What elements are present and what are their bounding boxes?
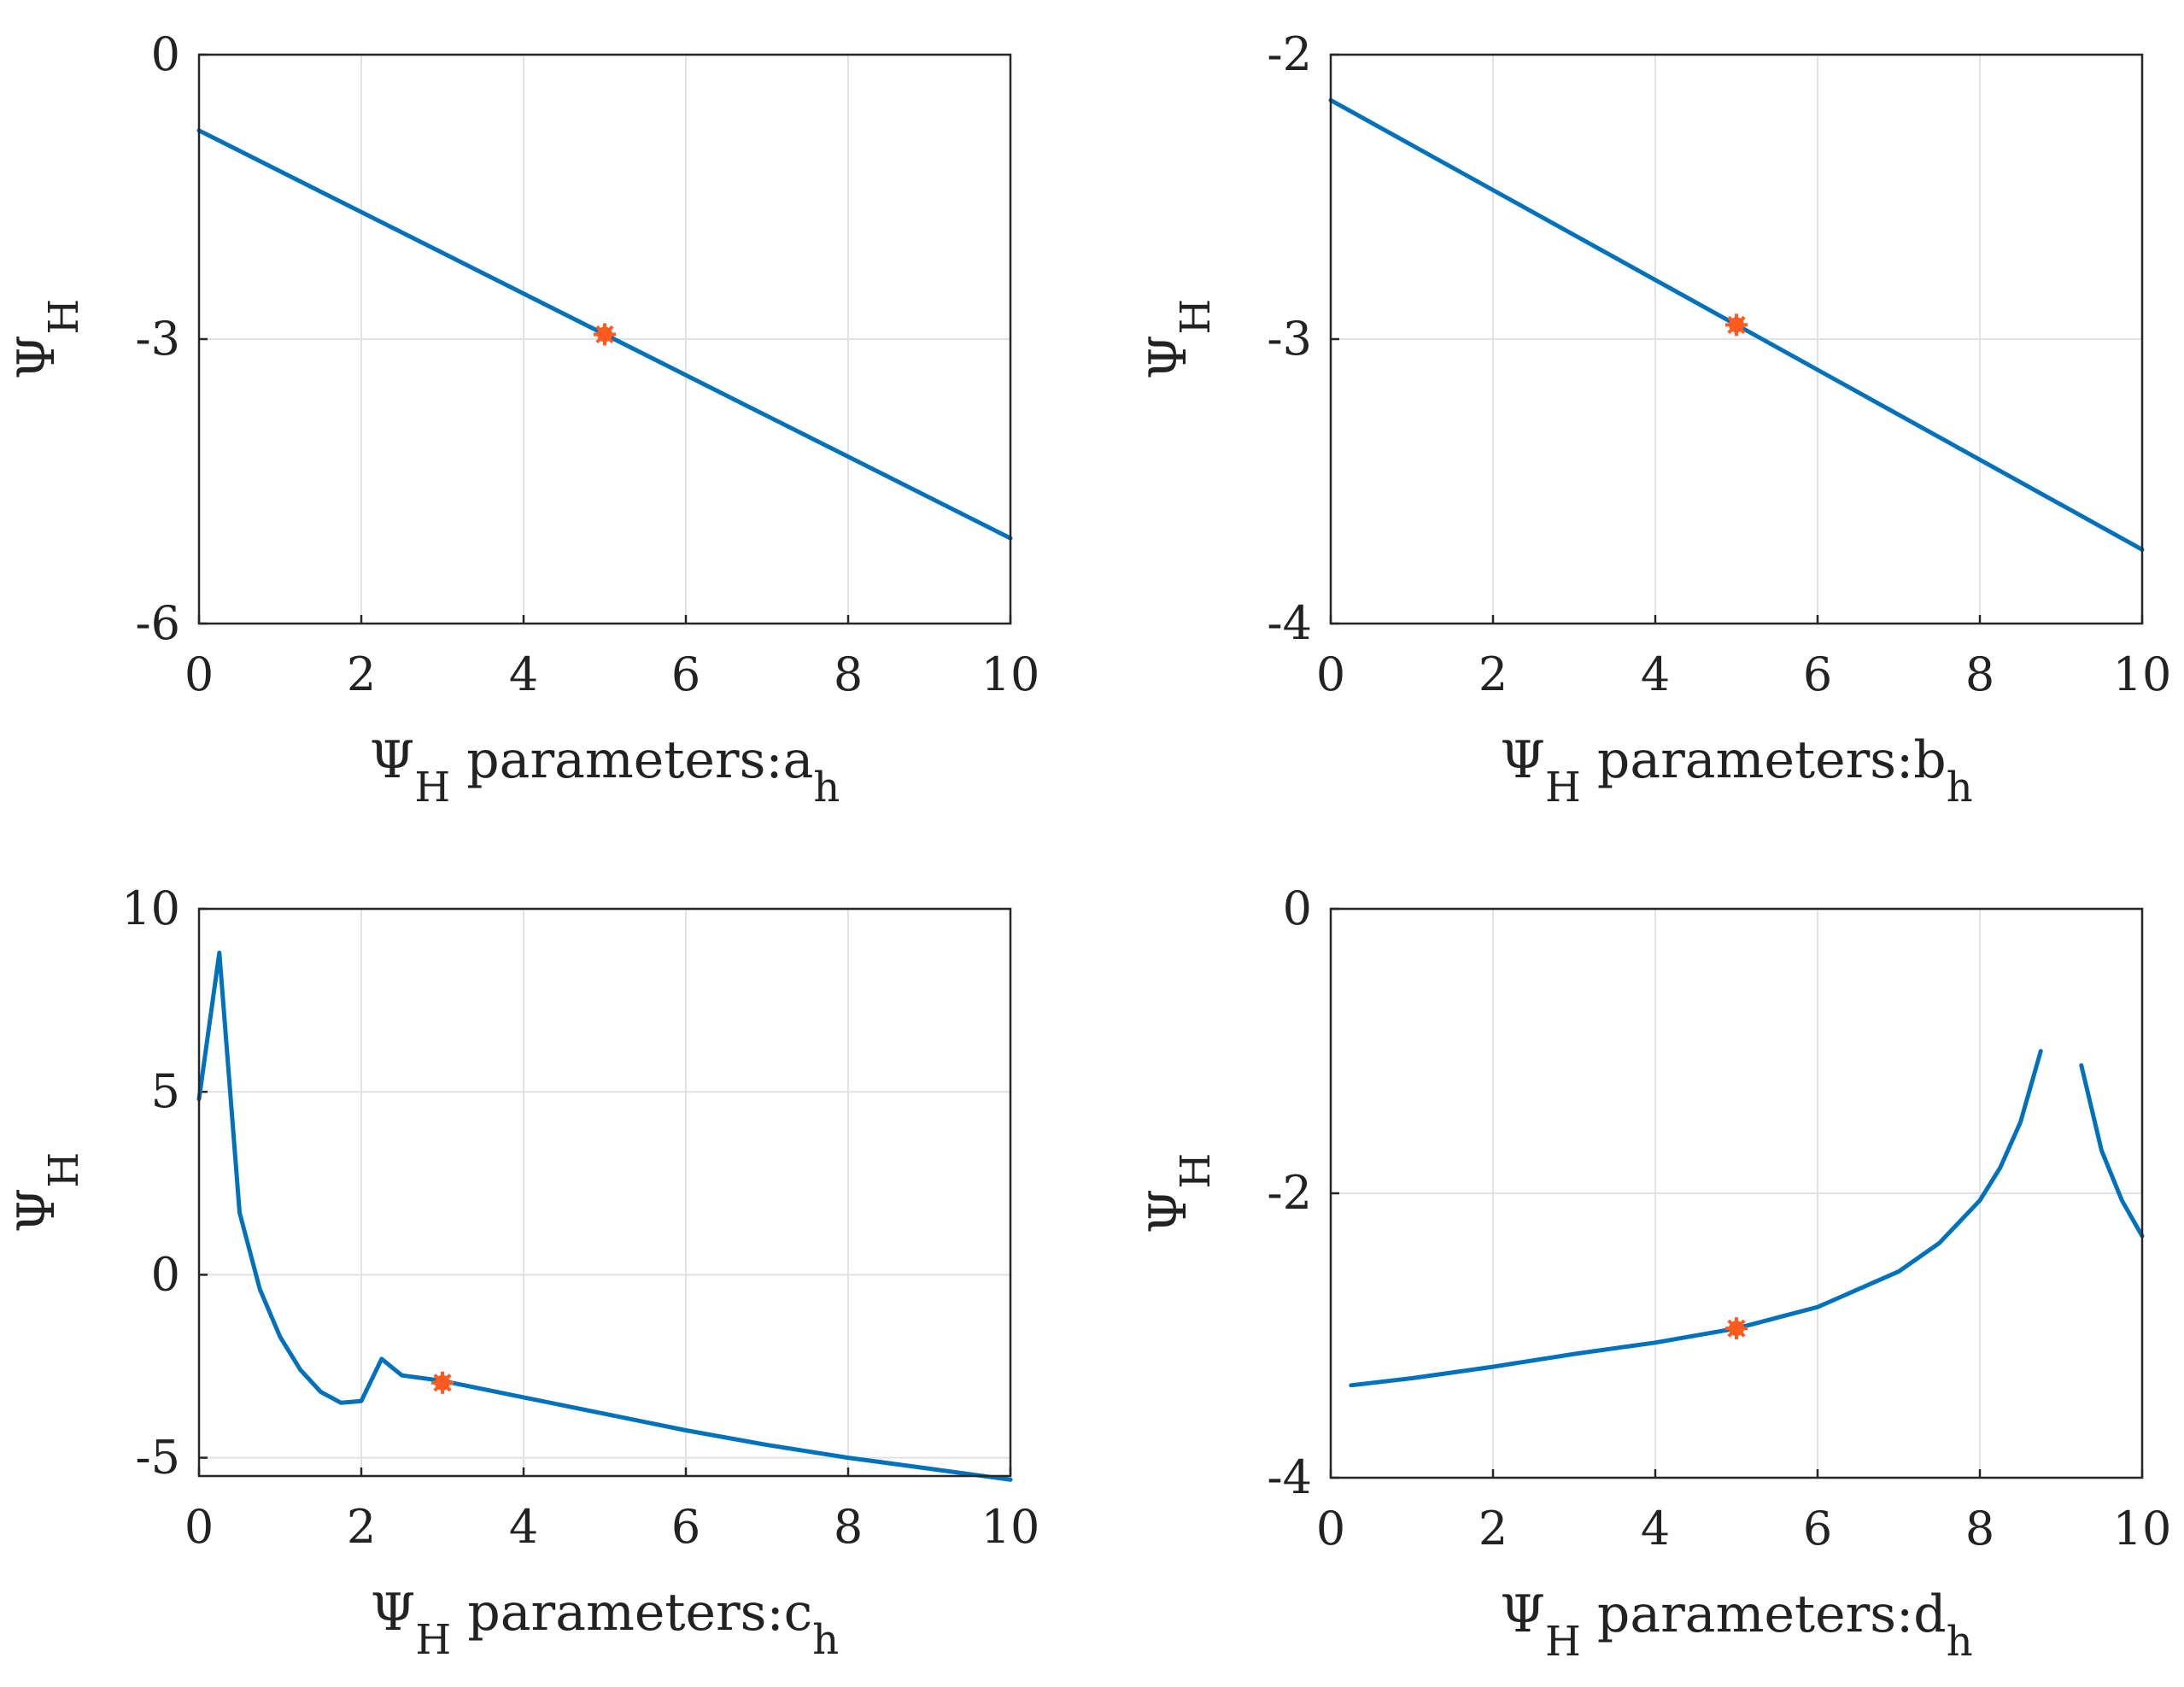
chart-4-series-line-2 [2079,1063,2145,1239]
chart-4-x-tick-label-3: 6 [1803,1502,1832,1555]
chart-2-x-axis-label: ΨH parameters:bh [1500,730,1972,811]
chart-3-y-tick-label-1: 0 [151,1247,180,1301]
chart-3-x-tick-label-2: 4 [509,1500,538,1554]
chart-3-y-axis-label: ΨH [7,1152,88,1233]
chart-4-y-tick-label-1: -2 [1267,1166,1312,1220]
chart-4-highlight-marker [1725,1317,1748,1340]
chart-3-x-tick-label-1: 2 [347,1500,376,1554]
chart-2-x-tick-label-1: 2 [1478,647,1508,701]
chart-3-y-tick-label-0: -5 [135,1431,180,1485]
chart-2-highlight-marker [1725,313,1748,337]
chart-1-y-tick-label-1: -3 [135,312,180,366]
chart-1: 0 2 4 6 8 10 -6 -3 0 ΨH parameters:ah ΨH [7,27,1039,811]
chart-4-x-tick-label-2: 4 [1641,1502,1670,1555]
chart-1-x-tick-label-1: 2 [347,647,376,701]
chart-3-highlight-marker [431,1371,454,1394]
chart-3-plot-frame [197,907,1012,1478]
chart-2-x-tick-label-5: 10 [2113,647,2172,701]
chart-4-y-axis-label: ΨH [1139,1153,1220,1233]
chart-1-highlight-marker [594,323,616,346]
chart-3-x-tick-label-0: 0 [184,1500,214,1554]
chart-1-x-tick-label-5: 10 [981,647,1040,701]
chart-1-x-tick-label-4: 8 [834,647,863,701]
chart-4-x-tick-label-5: 10 [2113,1502,2172,1555]
chart-3-x-axis-label: ΨH parameters:ch [371,1583,839,1664]
chart-2-y-tick-label-1: -3 [1267,312,1312,366]
chart-4-y-tick-label-0: -4 [1267,1450,1312,1504]
chart-2-y-tick-label-0: -4 [1267,596,1312,650]
chart-4-y-tick-label-2: 0 [1283,882,1312,935]
chart-2-y-tick-label-2: -2 [1267,27,1312,81]
chart-1-y-tick-label-2: 0 [151,27,180,81]
chart-4-series-line-1 [1349,1049,2043,1388]
chart-4: 0 2 4 6 8 10 -4 -2 0 ΨH parameters:dh ΨH [1139,882,2171,1666]
chart-1-y-axis-label: ΨH [7,299,88,379]
chart-3-x-tick-label-4: 8 [834,1500,863,1554]
chart-1-x-tick-label-3: 6 [671,647,700,701]
chart-1-y-tick-label-0: -6 [135,596,180,650]
chart-3-y-tick-label-2: 5 [151,1064,180,1118]
chart-2-x-tick-label-2: 4 [1641,647,1670,701]
chart-2-y-axis-label: ΨH [1139,299,1220,379]
chart-4-x-tick-label-1: 2 [1478,1502,1508,1555]
chart-1-x-tick-label-2: 4 [509,647,538,701]
chart-2-x-tick-label-3: 6 [1803,647,1832,701]
chart-4-x-tick-label-4: 8 [1965,1502,1994,1555]
chart-4-plot-frame [1329,907,2144,1479]
chart-1-plot-frame [197,53,1012,625]
chart-2-x-tick-label-4: 8 [1965,647,1994,701]
chart-2-x-tick-label-0: 0 [1316,647,1345,701]
chart-1-x-tick-label-0: 0 [184,647,214,701]
chart-2: 0 2 4 6 8 10 -4 -3 -2 ΨH parameters:bh ΨH [1139,27,2171,811]
chart-3-x-tick-label-3: 6 [671,1500,700,1554]
chart-3-series-line-1 [196,950,1013,1482]
chart-3-x-tick-label-5: 10 [981,1500,1040,1554]
chart-1-x-axis-label: ΨH parameters:ah [370,730,840,811]
chart-2-plot-frame [1329,53,2144,625]
chart-3-y-tick-label-3: 10 [121,882,180,935]
chart-4-x-axis-label: ΨH parameters:dh [1500,1584,1972,1666]
chart-4-x-tick-label-0: 0 [1316,1502,1345,1555]
